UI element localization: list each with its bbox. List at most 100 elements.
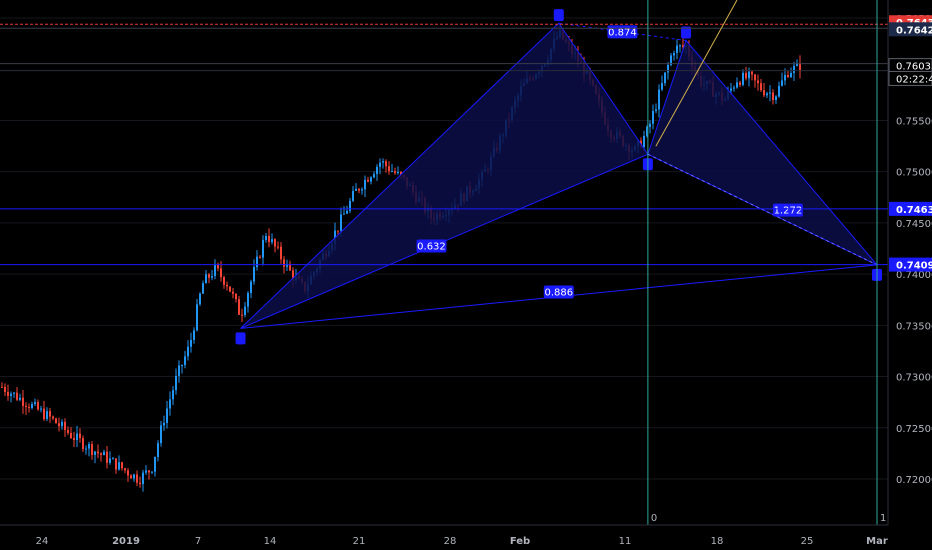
candle-body xyxy=(232,291,234,294)
candle-body xyxy=(358,188,360,191)
candle-body xyxy=(682,45,684,48)
candle-body xyxy=(769,92,771,94)
candle-body xyxy=(97,451,99,454)
candle-body xyxy=(34,402,36,405)
point-marker-c xyxy=(681,26,692,39)
candle-body xyxy=(10,393,12,396)
candle-body xyxy=(166,408,168,423)
candle-body xyxy=(382,161,384,163)
candle-body xyxy=(202,283,204,294)
ratio-label-text: 0.874 xyxy=(608,27,637,38)
time-tick-label: 18 xyxy=(711,536,724,547)
candle-body xyxy=(349,200,351,211)
candle-body xyxy=(364,179,366,190)
candle-body xyxy=(289,263,291,271)
candle-body xyxy=(757,80,759,84)
candle-body xyxy=(187,346,189,357)
candle-body xyxy=(160,425,162,444)
candle-body xyxy=(340,214,342,231)
candle-body xyxy=(658,89,660,110)
candle-body xyxy=(385,161,387,167)
candle-body xyxy=(361,189,363,191)
candle-body xyxy=(199,293,201,305)
ratio-label-text: 0.632 xyxy=(417,241,446,252)
price-label-text-timer: 02:22:41 xyxy=(896,74,932,85)
vertical-marker-label: 0 xyxy=(651,513,657,524)
vertical-marker-label: 1 xyxy=(880,513,886,524)
candle-body xyxy=(121,462,123,469)
candle-body xyxy=(31,404,33,409)
point-marker-x xyxy=(235,332,246,345)
candle-body xyxy=(271,239,273,243)
time-axis-bg xyxy=(0,525,932,550)
bcd-triangle xyxy=(647,39,878,266)
candle-body xyxy=(646,126,648,136)
candle-body xyxy=(652,110,654,124)
ratio-label-text: 0.886 xyxy=(544,288,573,299)
xab-triangle xyxy=(240,22,649,329)
candle-body xyxy=(733,87,735,89)
candle-body xyxy=(58,423,60,427)
time-tick-label: 14 xyxy=(264,536,277,547)
candle-body xyxy=(742,72,744,85)
candle-body xyxy=(253,267,255,282)
candle-body xyxy=(664,72,666,84)
candle-body xyxy=(115,458,117,470)
candle-body xyxy=(163,422,165,426)
candle-body xyxy=(178,365,180,376)
candle-body xyxy=(154,456,156,472)
candle-body xyxy=(157,443,159,457)
candle-body xyxy=(169,399,171,409)
candle-body xyxy=(28,406,30,409)
candle-body xyxy=(235,293,237,300)
candle-body xyxy=(256,256,258,268)
bd-dashed-line xyxy=(647,153,878,266)
price-axis[interactable]: 0.765000.755000.750000.745000.740000.735… xyxy=(887,0,932,525)
candle-body xyxy=(751,71,753,75)
candle-body xyxy=(73,437,75,440)
candle-body xyxy=(739,82,741,85)
candle-body xyxy=(127,470,129,476)
candle-body xyxy=(280,246,282,260)
candle-body xyxy=(661,83,663,90)
candle-body xyxy=(763,90,765,96)
harmonic-pattern: 0.632 0.874 1.272 0.886 xyxy=(235,9,882,345)
candle-body xyxy=(670,55,672,65)
candle-body xyxy=(145,470,147,473)
candle-body xyxy=(790,72,792,78)
candle-body xyxy=(736,82,738,88)
candle-body xyxy=(61,421,63,427)
time-axis[interactable]: 24 2019 7 14 21 28 Feb 11 18 25 Mar xyxy=(0,524,932,550)
candle-body xyxy=(796,62,798,66)
candle-body xyxy=(88,444,90,449)
candle-body xyxy=(250,281,252,294)
candle-body xyxy=(676,45,678,54)
candle-body xyxy=(679,45,681,47)
candle-body xyxy=(283,259,285,267)
candle-body xyxy=(388,166,390,172)
candle-body xyxy=(778,85,780,97)
candle-body xyxy=(55,418,57,424)
candle-body xyxy=(400,172,402,176)
ratio-label-text: 1.272 xyxy=(774,206,803,217)
time-tick-label: Feb xyxy=(510,536,530,547)
candle-body xyxy=(217,264,219,269)
price-label-box-h2 xyxy=(889,257,932,272)
candle-body xyxy=(100,453,102,456)
candle-body xyxy=(22,397,24,406)
candle-body xyxy=(376,166,378,175)
candle-body xyxy=(343,213,345,215)
candle-body xyxy=(784,75,786,81)
candle-body xyxy=(181,365,183,367)
candle-body xyxy=(391,171,393,173)
candle-body xyxy=(397,172,399,174)
candle-body xyxy=(196,304,198,331)
candle-body xyxy=(649,123,651,127)
candle-body xyxy=(13,392,15,394)
